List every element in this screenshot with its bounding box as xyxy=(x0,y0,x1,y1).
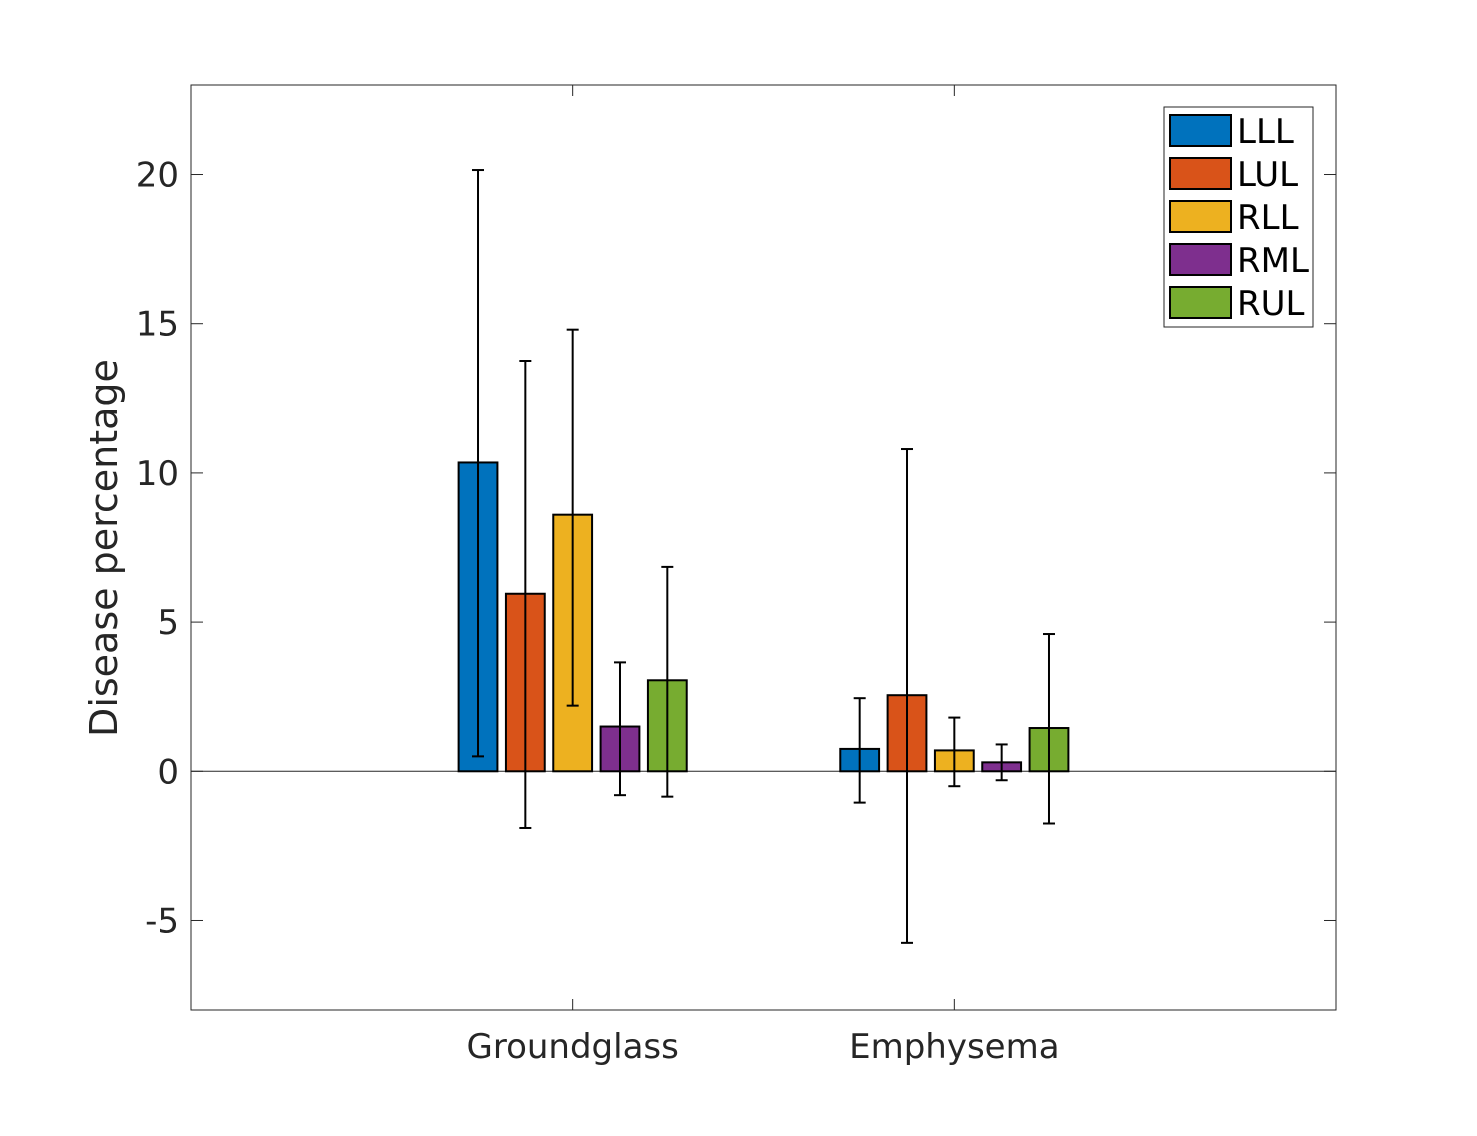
y-tick-label: 20 xyxy=(136,156,179,196)
legend-swatch-rll xyxy=(1169,200,1232,233)
legend-label-lll: LLL xyxy=(1237,112,1294,152)
x-tick-label: Emphysema xyxy=(849,1027,1059,1067)
axes-frame xyxy=(190,84,1337,1011)
legend-swatch-rml xyxy=(1169,243,1232,276)
y-tick-label: 0 xyxy=(157,752,179,792)
legend-swatch-rul xyxy=(1169,286,1232,319)
legend-swatch-lll xyxy=(1169,114,1232,147)
y-tick-label: 10 xyxy=(136,454,179,494)
y-tick-label: 5 xyxy=(157,603,179,643)
x-tick-label: Groundglass xyxy=(466,1027,678,1067)
y-tick-label: -5 xyxy=(145,901,179,941)
y-axis-label: Disease percentage xyxy=(82,359,126,737)
legend-label-rul: RUL xyxy=(1237,284,1305,324)
legend-label-rml: RML xyxy=(1237,241,1309,281)
legend-label-lul: LUL xyxy=(1237,155,1298,195)
legend-swatch-lul xyxy=(1169,157,1232,190)
legend-label-rll: RLL xyxy=(1237,198,1299,238)
plot-area xyxy=(191,85,1336,1010)
y-tick-label: 15 xyxy=(136,305,179,345)
